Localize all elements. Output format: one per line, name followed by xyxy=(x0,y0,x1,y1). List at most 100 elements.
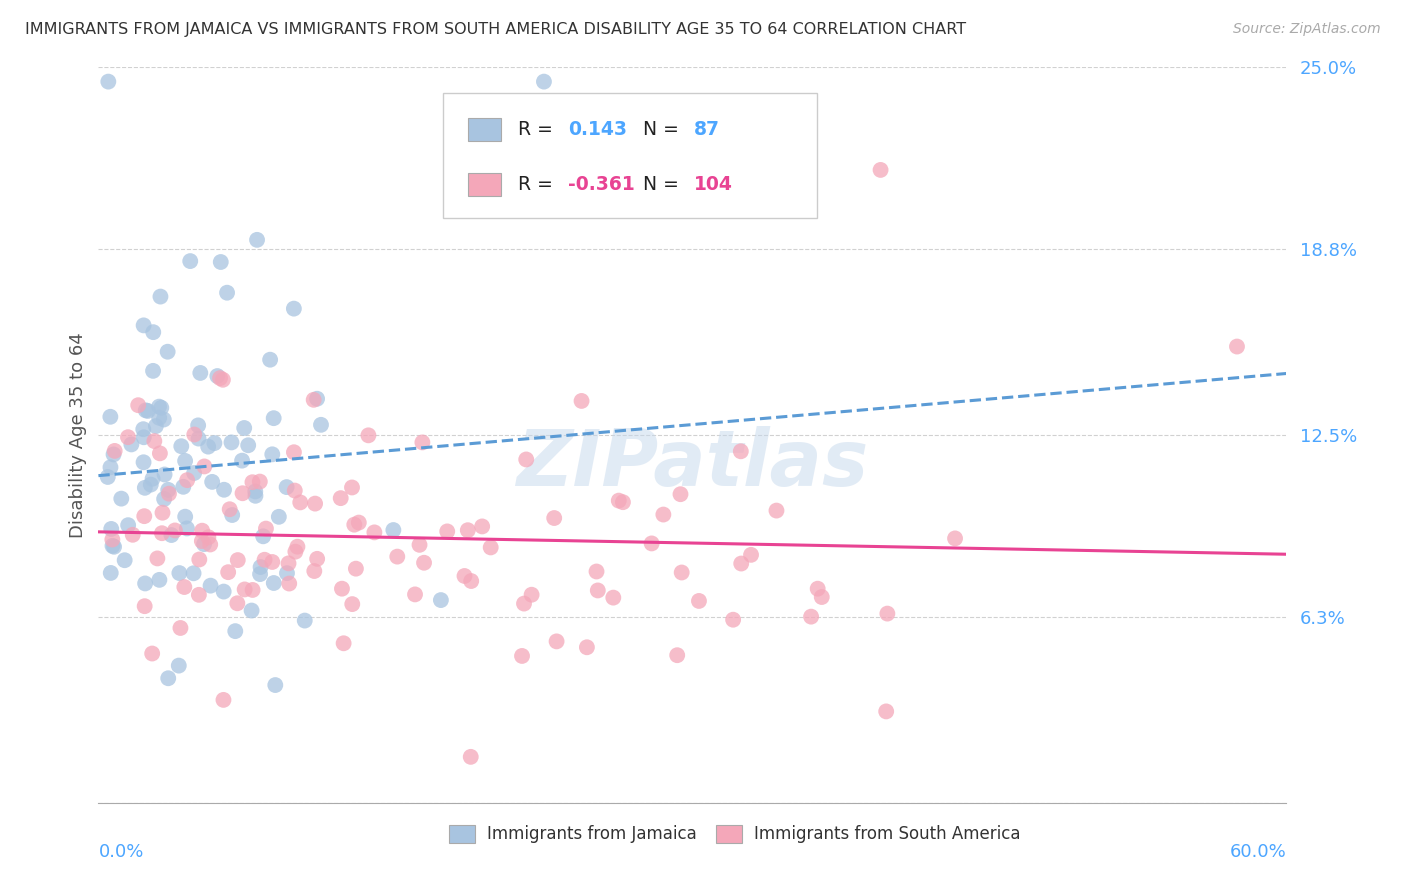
Point xyxy=(575,640,598,655)
Point xyxy=(242,582,264,597)
Point xyxy=(97,74,120,88)
Point xyxy=(249,475,271,489)
Text: -0.361: -0.361 xyxy=(568,175,634,194)
Point xyxy=(246,233,269,247)
Point xyxy=(304,497,326,511)
Point xyxy=(259,352,281,367)
Point xyxy=(135,403,157,417)
Point xyxy=(652,508,675,522)
Point xyxy=(543,511,565,525)
Point xyxy=(1226,340,1249,354)
Point xyxy=(571,393,593,408)
Point xyxy=(183,466,205,480)
Point xyxy=(152,506,174,520)
Point xyxy=(520,588,543,602)
Point xyxy=(283,445,305,459)
Point xyxy=(666,648,689,663)
Point xyxy=(249,567,271,582)
Text: 87: 87 xyxy=(693,120,720,139)
Point xyxy=(127,398,149,412)
Point xyxy=(136,404,159,418)
Point xyxy=(187,418,209,433)
Point xyxy=(290,495,312,509)
Point xyxy=(141,647,163,661)
Point xyxy=(876,607,898,621)
Point xyxy=(146,551,169,566)
Text: R =: R = xyxy=(517,120,558,139)
Text: 0.143: 0.143 xyxy=(568,120,627,139)
Text: 104: 104 xyxy=(693,175,733,194)
Point xyxy=(132,318,155,333)
Point xyxy=(479,541,502,555)
Point xyxy=(169,566,191,580)
Text: R =: R = xyxy=(517,175,558,194)
Point xyxy=(612,495,634,509)
Point xyxy=(671,566,693,580)
Point xyxy=(283,301,305,316)
Point xyxy=(142,472,165,486)
Point xyxy=(284,483,307,498)
Point xyxy=(145,419,167,434)
Point xyxy=(142,364,165,378)
Point xyxy=(167,658,190,673)
Point xyxy=(688,594,710,608)
Point xyxy=(340,480,363,494)
Point xyxy=(197,530,219,544)
Point xyxy=(460,749,482,764)
Point xyxy=(231,453,253,467)
Point xyxy=(730,557,752,571)
Point xyxy=(176,473,198,487)
Point xyxy=(276,566,298,581)
Point xyxy=(193,459,215,474)
FancyBboxPatch shape xyxy=(468,118,501,141)
Point xyxy=(212,373,235,387)
Point xyxy=(807,582,830,596)
Point xyxy=(169,621,191,635)
Point xyxy=(242,475,264,490)
Point xyxy=(869,163,891,178)
Point xyxy=(249,560,271,574)
Point xyxy=(284,544,307,558)
Point xyxy=(100,566,122,580)
Point xyxy=(212,693,235,707)
FancyBboxPatch shape xyxy=(716,825,742,843)
Point xyxy=(329,491,352,505)
Text: IMMIGRANTS FROM JAMAICA VS IMMIGRANTS FROM SOUTH AMERICA DISABILITY AGE 35 TO 64: IMMIGRANTS FROM JAMAICA VS IMMIGRANTS FR… xyxy=(25,22,966,37)
Point xyxy=(436,524,458,539)
Point xyxy=(309,417,332,432)
Point xyxy=(183,427,205,442)
Point xyxy=(197,440,219,454)
Text: Immigrants from South America: Immigrants from South America xyxy=(754,825,1021,843)
Point xyxy=(277,557,299,571)
Point xyxy=(110,491,132,506)
Point xyxy=(176,521,198,535)
Point xyxy=(262,555,284,569)
Point xyxy=(513,597,536,611)
Point xyxy=(226,553,249,567)
Point xyxy=(201,475,224,489)
Point xyxy=(117,518,139,533)
Point xyxy=(307,551,329,566)
Text: 0.0%: 0.0% xyxy=(98,843,143,862)
Point xyxy=(810,590,832,604)
Text: Source: ZipAtlas.com: Source: ZipAtlas.com xyxy=(1233,22,1381,37)
Point xyxy=(533,74,555,88)
Point xyxy=(263,411,285,425)
Text: N =: N = xyxy=(643,120,685,139)
Point xyxy=(173,580,195,594)
Point xyxy=(510,648,533,663)
Point xyxy=(413,556,436,570)
Point xyxy=(134,509,156,524)
Y-axis label: Disability Age 35 to 64: Disability Age 35 to 64 xyxy=(69,332,87,538)
Point xyxy=(160,528,183,542)
Point xyxy=(156,344,179,359)
FancyBboxPatch shape xyxy=(443,93,817,218)
Point xyxy=(387,549,409,564)
Point xyxy=(150,526,173,541)
Point xyxy=(134,481,156,495)
Point xyxy=(231,486,253,500)
Point xyxy=(453,569,475,583)
Point xyxy=(172,480,194,494)
Point xyxy=(585,565,607,579)
Point xyxy=(287,540,309,554)
